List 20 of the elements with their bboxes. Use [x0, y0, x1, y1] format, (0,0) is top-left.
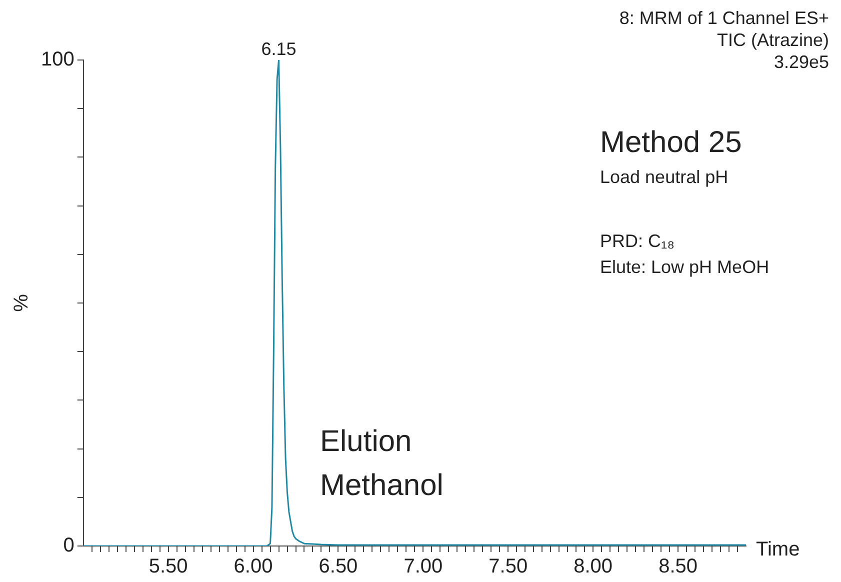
x-tick-label: 7.50	[488, 556, 528, 578]
annotation: Elute: Low pH MeOH	[600, 257, 770, 278]
y-tick-label: 100	[40, 48, 74, 71]
x-tick-label: 7.00	[404, 556, 443, 578]
annotation: PRD: C₁₈	[600, 231, 675, 252]
text: 3.29e5	[774, 52, 829, 73]
x-tick-label: 8.00	[574, 556, 613, 578]
x-tick-label: 8.50	[658, 556, 698, 578]
text: TIC (Atrazine)	[716, 30, 829, 51]
y-tick-label: 0	[63, 534, 74, 557]
y-axis-title: %	[10, 294, 33, 312]
annotation: 6.15	[261, 38, 296, 59]
x-tick-label: 6.50	[318, 556, 358, 578]
annotation: Elution Methanol	[320, 424, 444, 504]
annotation: Load neutral pH	[600, 167, 728, 188]
annotation: Method 25	[600, 126, 742, 160]
x-tick-label: 5.50	[148, 556, 188, 578]
x-axis-title: Time	[756, 538, 800, 561]
x-tick-label: 6.00	[234, 556, 273, 578]
text: 8: MRM of 1 Channel ES+	[619, 8, 829, 29]
